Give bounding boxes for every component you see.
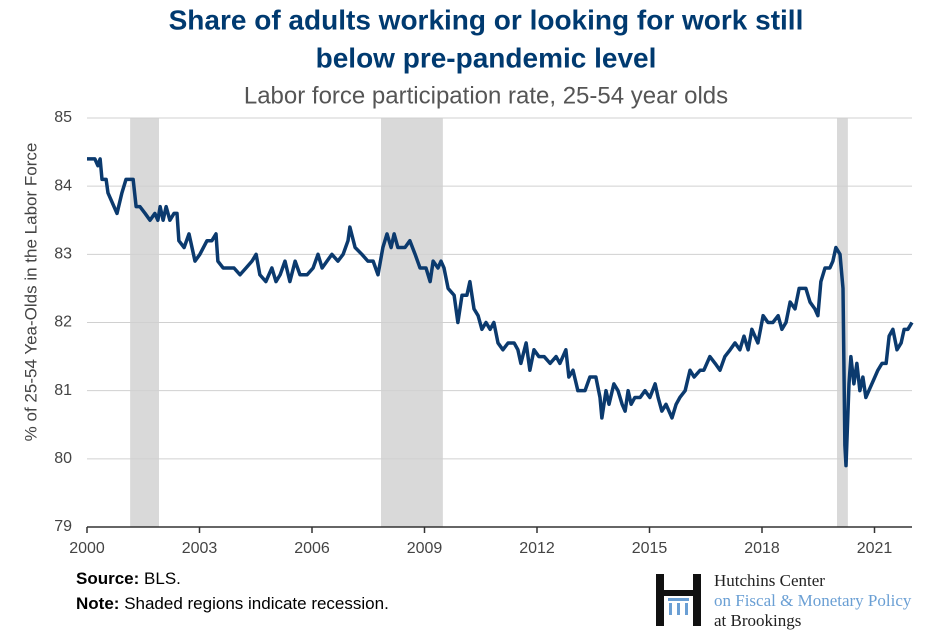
x-tick-label: 2000 bbox=[69, 540, 105, 557]
chart-title: Share of adults working or looking for w… bbox=[169, 4, 804, 35]
source-text: BLS. bbox=[144, 569, 181, 588]
x-tick-label: 2009 bbox=[407, 540, 443, 557]
x-tick-label: 2021 bbox=[857, 540, 893, 557]
y-tick-label: 80 bbox=[54, 450, 72, 467]
x-tick-label: 2015 bbox=[632, 540, 668, 557]
plot-area: 79 80 81 82 83 84 85 2000 2003 2006 2009 2012 2015 20… bbox=[54, 109, 914, 557]
note: Note: Shaded regions indicate recession. bbox=[76, 594, 389, 613]
y-tick-label: 82 bbox=[54, 314, 72, 331]
source: Source: BLS. bbox=[76, 569, 181, 588]
y-axis-label: % of 25-54 Yea-Olds in the Labor Force bbox=[21, 143, 40, 442]
x-tick-label: 2012 bbox=[519, 540, 555, 557]
note-text: Shaded regions indicate recession. bbox=[124, 594, 389, 613]
logo-text: on Fiscal & Monetary Policy bbox=[714, 591, 912, 610]
y-tick-label: 84 bbox=[54, 177, 72, 194]
y-tick-label: 79 bbox=[54, 518, 72, 535]
y-tick-label: 85 bbox=[54, 109, 72, 126]
source-label: Source: bbox=[76, 569, 139, 588]
logo-icon bbox=[656, 574, 701, 626]
x-tick-label: 2018 bbox=[744, 540, 780, 557]
chart-subtitle: Labor force participation rate, 25-54 ye… bbox=[244, 82, 728, 109]
logo-text: at Brookings bbox=[714, 611, 801, 630]
y-tick-label: 83 bbox=[54, 246, 72, 263]
chart-title: below pre-pandemic level bbox=[316, 42, 657, 73]
logo-text: Hutchins Center bbox=[714, 571, 825, 590]
line bbox=[87, 157, 914, 468]
x-tick-label: 2006 bbox=[294, 540, 330, 557]
y-tick-label: 81 bbox=[54, 382, 72, 399]
x-tick-label: 2003 bbox=[182, 540, 218, 557]
note-label: Note: bbox=[76, 594, 119, 613]
